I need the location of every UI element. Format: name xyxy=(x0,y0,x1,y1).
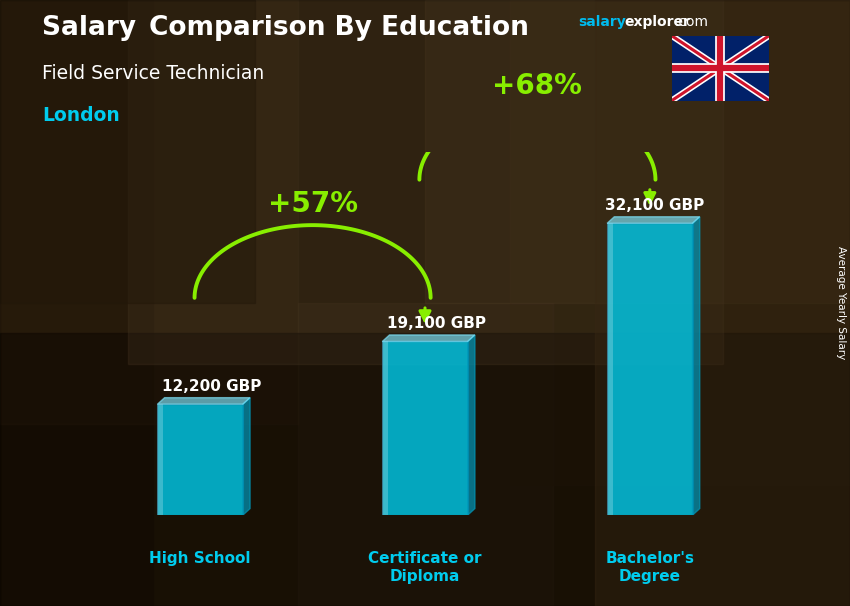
Bar xyxy=(595,0,850,606)
Polygon shape xyxy=(157,398,250,404)
Bar xyxy=(382,342,388,515)
Polygon shape xyxy=(382,335,475,342)
Text: Comparison By Education: Comparison By Education xyxy=(149,15,529,41)
Text: salary: salary xyxy=(578,15,626,29)
Bar xyxy=(425,0,850,303)
Text: 19,100 GBP: 19,100 GBP xyxy=(387,316,485,331)
Bar xyxy=(128,0,722,364)
Bar xyxy=(157,404,243,515)
Polygon shape xyxy=(243,398,250,515)
Bar xyxy=(0,0,153,606)
Bar xyxy=(0,0,255,303)
Bar xyxy=(0,0,298,424)
Bar xyxy=(157,404,163,515)
Bar xyxy=(0,333,850,606)
Text: .com: .com xyxy=(674,15,708,29)
Text: Average Yearly Salary: Average Yearly Salary xyxy=(836,247,846,359)
Bar xyxy=(510,0,850,485)
Bar xyxy=(607,223,613,515)
Text: Certificate or
Diploma: Certificate or Diploma xyxy=(368,551,482,584)
Polygon shape xyxy=(468,335,475,515)
Text: High School: High School xyxy=(150,551,251,567)
Bar xyxy=(607,223,693,515)
Bar xyxy=(298,303,552,606)
Polygon shape xyxy=(607,217,700,223)
Bar xyxy=(382,342,468,515)
Text: Field Service Technician: Field Service Technician xyxy=(42,64,264,82)
Text: 32,100 GBP: 32,100 GBP xyxy=(604,198,704,213)
Text: Salary: Salary xyxy=(42,15,145,41)
Text: +68%: +68% xyxy=(492,72,582,99)
Text: +57%: +57% xyxy=(268,190,358,218)
Text: 12,200 GBP: 12,200 GBP xyxy=(162,379,261,394)
Text: explorer: explorer xyxy=(625,15,690,29)
Text: Bachelor's
Degree: Bachelor's Degree xyxy=(605,551,694,584)
Polygon shape xyxy=(693,217,700,515)
Text: London: London xyxy=(42,106,120,125)
